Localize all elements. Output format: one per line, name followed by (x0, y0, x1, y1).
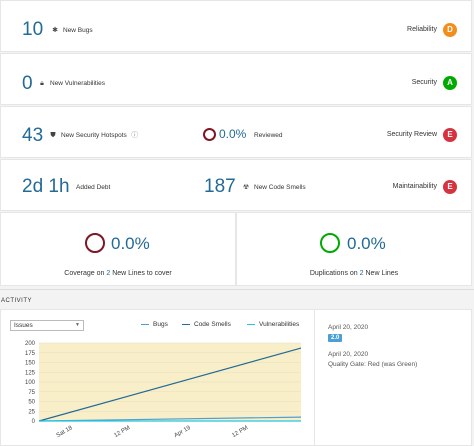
x-tick-label: 12 PM (231, 425, 249, 439)
reviewed-pct[interactable]: 0.0% (219, 127, 247, 141)
new-hotspots-text: New Security Hotspots (61, 132, 127, 139)
legend-code-smells-swatch (182, 323, 190, 326)
duplications-ring-icon (320, 233, 340, 253)
history-date-2: April 20, 2020 (328, 351, 369, 358)
new-code-smells-value[interactable]: 187 (204, 176, 236, 197)
y-tick-label: 75 (28, 390, 35, 396)
new-vulnerabilities-value[interactable]: 0 (22, 73, 33, 94)
legend-vulnerabilities-swatch (247, 323, 255, 326)
series-line-code-smells (38, 347, 302, 422)
reviewed-label: Reviewed (254, 132, 283, 139)
graph-type-value: Issues (14, 322, 33, 329)
series-line-bugs (38, 416, 302, 422)
duplications-text-post: New Lines (365, 270, 399, 277)
reviewed-ring-icon (203, 128, 216, 141)
coverage-pct[interactable]: 0.0% (111, 234, 150, 253)
new-bugs-label: ✱ New Bugs (51, 26, 93, 35)
new-vulnerabilities-label: 🔒︎ New Vulnerabilities (38, 79, 105, 88)
history-date-1: April 20, 2020 (328, 324, 369, 331)
duplications-new-lines-count[interactable]: 2 (359, 270, 364, 277)
coverage-new-lines-count[interactable]: 2 (106, 270, 111, 277)
coverage-text-pre: Coverage on (64, 270, 105, 277)
maintainability-label: Maintainability (392, 183, 437, 190)
duplications-card: 0.0% Duplications on 2 New Lines (236, 212, 472, 286)
legend-code-smells-label: Code Smells (194, 321, 231, 328)
y-tick-label: 100 (25, 380, 36, 386)
lock-icon: 🔒︎ (40, 80, 44, 87)
security-grade-badge[interactable]: A (443, 76, 457, 90)
help-icon[interactable]: ⓘ (131, 132, 139, 139)
version-badge: 2.0 (328, 334, 343, 342)
chevron-down-icon: ▼ (75, 322, 80, 328)
duplications-text-pre: Duplications on (309, 270, 358, 277)
legend-bugs-swatch (141, 323, 149, 326)
coverage-card: 0.0% Coverage on 2 New Lines to cover (0, 212, 236, 286)
legend-bugs-label: Bugs (153, 321, 168, 328)
coverage-text-post: New Lines to cover (112, 270, 172, 277)
new-code-smells-label: ☢ New Code Smells (242, 183, 306, 192)
activity-title: ACTIVITY (1, 298, 33, 304)
reliability-row: 10 ✱ New Bugs Reliability D (0, 0, 472, 52)
quality-gate-event: Quality Gate: Red (was Green) (328, 361, 418, 368)
coverage-text: Coverage on 2 New Lines to cover (1, 270, 235, 277)
maintainability-grade-badge[interactable]: E (443, 180, 457, 194)
security-label: Security (411, 79, 437, 86)
reliability-label: Reliability (407, 26, 437, 33)
y-tick-label: 25 (28, 409, 35, 415)
new-code-smells-text: New Code Smells (254, 184, 306, 191)
new-bugs-text: New Bugs (63, 27, 93, 34)
y-tick-label: 175 (25, 351, 36, 357)
duplications-pct[interactable]: 0.0% (347, 234, 386, 253)
added-debt-label: Added Debt (76, 184, 111, 191)
added-debt-value[interactable]: 2d 1h (22, 176, 70, 197)
security-review-label: Security Review (386, 131, 437, 138)
legend-code-smells[interactable]: Code Smells (182, 321, 231, 328)
activity-history: April 20, 2020 2.0 April 20, 2020 Qualit… (314, 310, 472, 445)
shield-icon: ⛊ (50, 132, 56, 139)
y-tick-label: 0 (32, 419, 36, 425)
bug-icon: ✱ (52, 27, 58, 34)
y-tick-label: 125 (25, 370, 36, 376)
legend-vulnerabilities[interactable]: Vulnerabilities (247, 321, 299, 328)
x-tick-label: Sat 18 (56, 425, 75, 439)
security-review-grade-badge[interactable]: E (443, 128, 457, 142)
radiation-icon: ☢ (242, 184, 250, 191)
legend-bugs[interactable]: Bugs (141, 321, 168, 328)
activity-chart[interactable]: 0 25 50 75 100 125 150 175 200 Sat 18 12 PM Apr 19 1… (1, 332, 311, 446)
new-hotspots-label: ⛊ New Security Hotspots ⓘ (49, 131, 139, 140)
x-tick-label: 12 PM (113, 425, 131, 439)
duplications-text: Duplications on 2 New Lines (237, 270, 471, 277)
y-tick-label: 200 (25, 341, 36, 347)
y-tick-label: 150 (25, 361, 36, 367)
reliability-grade-badge[interactable]: D (443, 23, 457, 37)
maintainability-row: 2d 1h Added Debt 187 ☢ New Code Smells M… (0, 159, 472, 211)
new-bugs-value[interactable]: 10 (22, 19, 44, 40)
activity-panel: Issues ▼ Bugs Code Smells Vulnerabilitie… (0, 309, 472, 446)
new-vulnerabilities-text: New Vulnerabilities (50, 80, 106, 87)
coverage-ring-icon (85, 233, 105, 253)
graph-type-select[interactable]: Issues ▼ (10, 320, 84, 331)
x-tick-label: Apr 19 (173, 425, 192, 439)
new-hotspots-value[interactable]: 43 (22, 125, 44, 146)
activity-header: ACTIVITY (0, 289, 474, 309)
security-row: 0 🔒︎ New Vulnerabilities Security A (0, 53, 472, 105)
hotspots-row: 43 ⛊ New Security Hotspots ⓘ 0.0% Review… (0, 106, 472, 158)
legend-vulnerabilities-label: Vulnerabilities (259, 321, 300, 328)
y-tick-label: 50 (28, 400, 35, 406)
